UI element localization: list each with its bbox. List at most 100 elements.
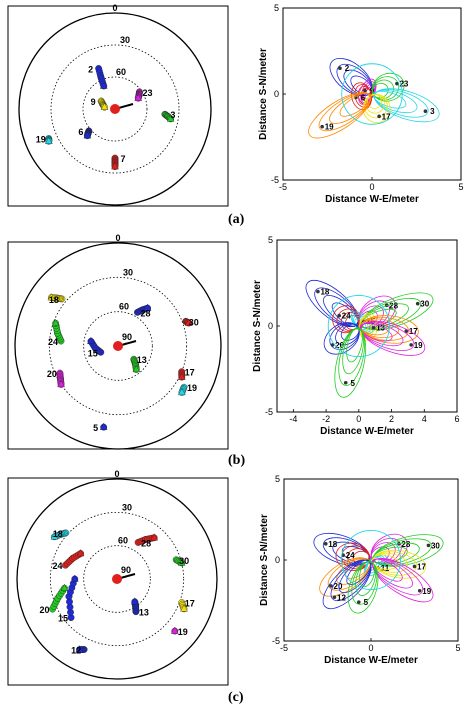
point-label-20: 20 [335,341,344,350]
point-label-17: 17 [382,112,391,121]
elevation-label-0: 0 [115,233,120,243]
track-end-triangle-19 [178,387,186,396]
satellite-label-20: 20 [47,369,57,379]
satellite-label-3: 3 [170,110,175,120]
error-ellipse-19 [339,92,372,117]
elevation-ring-30 [50,44,180,174]
satellite-label-18: 18 [49,295,59,305]
error-ellipse-5 [334,328,367,398]
x-tick-label: 5 [458,182,463,192]
track-end-triangle-13 [132,365,141,373]
point-marker-5 [343,380,348,385]
satellite-label-9: 9 [91,97,96,107]
elevation-ring-60 [83,311,153,381]
track-end-triangle-19 [170,626,179,634]
track-end-triangle-15 [70,574,79,582]
track-end-triangle-17 [180,604,188,612]
track-end-triangle-18 [50,532,59,540]
confidence-circle [327,294,390,358]
point-label-19: 19 [422,587,431,596]
error-ellipse-18 [323,295,359,327]
point-marker-17 [404,329,409,333]
track-end-triangle-6 [83,131,92,139]
skyplot-1: 0 30 60 18 28 30 24 15 13 17 20 19 5 90 [7,233,229,450]
track-end-triangle-7 [111,162,119,170]
elevation-ring-60 [82,76,148,142]
error-ellipse-19 [329,92,372,124]
center-label: 90 [121,565,131,575]
point-label-6: 6 [361,93,366,102]
satellite-label-6: 6 [78,127,83,137]
error-ellipse-23 [372,72,405,102]
y-tick-label: 0 [268,321,273,331]
error-ellipse-19 [371,558,413,589]
point-label-19: 19 [325,123,334,132]
panel-label-a: (a) [228,212,245,227]
track-end-triangle-30 [184,318,193,326]
track-end-triangle-20 [57,379,65,388]
track-end-triangle-17 [177,372,186,380]
y-tick-label: 5 [275,474,280,484]
track-end-triangle-28 [150,533,159,541]
error-ellipse-19 [318,92,371,132]
point-marker-19 [417,588,422,593]
point-label-23: 23 [399,80,408,89]
track-end-triangle-20 [60,583,69,591]
panel-label-b: (b) [228,453,246,468]
point-label-2: 2 [345,64,350,73]
point-marker-17 [377,114,381,119]
satellite-label-5: 5 [93,423,98,433]
point-marker-5 [357,600,361,604]
center-label: 90 [122,332,132,342]
track-end-triangle-28 [143,303,152,311]
track-end-triangle-15 [87,336,95,344]
elevation-label-30: 30 [120,35,130,45]
elevation-label-60: 60 [116,67,126,77]
y-axis-label: Distance S-N/meter [259,514,270,606]
center-marker [112,574,122,584]
ellipse-plot-frame [282,7,462,181]
satellite-label-7: 7 [120,154,125,164]
y-tick-label: -5 [271,175,279,185]
center-marker [110,104,120,114]
x-tick-label: 0 [368,643,373,653]
point-marker-18 [316,289,320,294]
point-label-24: 24 [346,551,355,560]
satellite-label-2: 2 [88,64,93,74]
satellite-label-24: 24 [52,561,62,571]
y-tick-label: 0 [274,89,279,99]
x-tick-label: 0 [356,414,361,424]
point-marker-9 [363,88,367,93]
elevation-ring-60 [83,545,151,613]
point-label-28: 28 [401,540,410,549]
point-marker-20 [329,584,333,588]
satellite-label-23: 23 [142,88,152,98]
point-marker-23 [395,81,399,86]
error-ellipse-5 [342,327,364,375]
error-ellipse-18 [305,280,359,328]
satellite-label-17: 17 [185,599,195,609]
track-end-triangle-12 [75,645,84,653]
track-end-triangle-18 [47,293,56,301]
x-axis-label: Distance W-E/meter [320,426,414,437]
error-ellipse-5 [338,328,365,386]
satellite-label-28: 28 [140,308,150,318]
satellite-label-12: 12 [71,645,81,655]
error-ellipse-19 [308,92,371,139]
satellite-label-30: 30 [189,317,199,327]
x-tick-label: -5 [280,643,288,653]
point-marker-2 [338,66,342,70]
x-axis-label: Distance W-E/meter [325,194,419,205]
satellite-label-30: 30 [179,556,189,566]
error-ellipse-5 [346,327,363,363]
y-tick-label: -5 [272,636,280,646]
satellite-label-13: 13 [137,355,147,365]
error-ellipse-19 [372,558,424,596]
point-label-30: 30 [420,300,429,309]
error-ellipse-19 [371,558,403,582]
point-marker-30 [415,301,420,306]
track-end-triangle-30 [177,558,186,566]
satellite-label-24: 24 [48,337,58,347]
